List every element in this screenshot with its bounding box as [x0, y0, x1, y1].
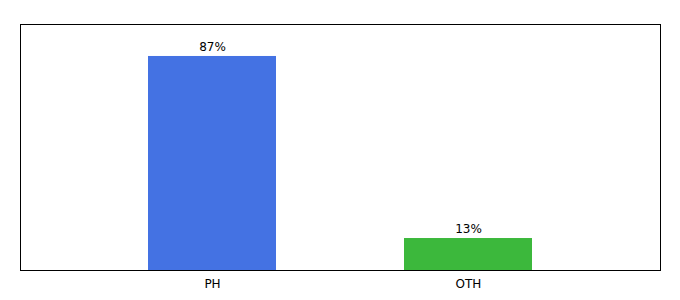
svg-text:87%: 87%	[199, 40, 226, 54]
svg-text:OTH: OTH	[456, 277, 482, 291]
svg-text:13%: 13%	[455, 222, 482, 236]
svg-text:PH: PH	[204, 277, 220, 291]
